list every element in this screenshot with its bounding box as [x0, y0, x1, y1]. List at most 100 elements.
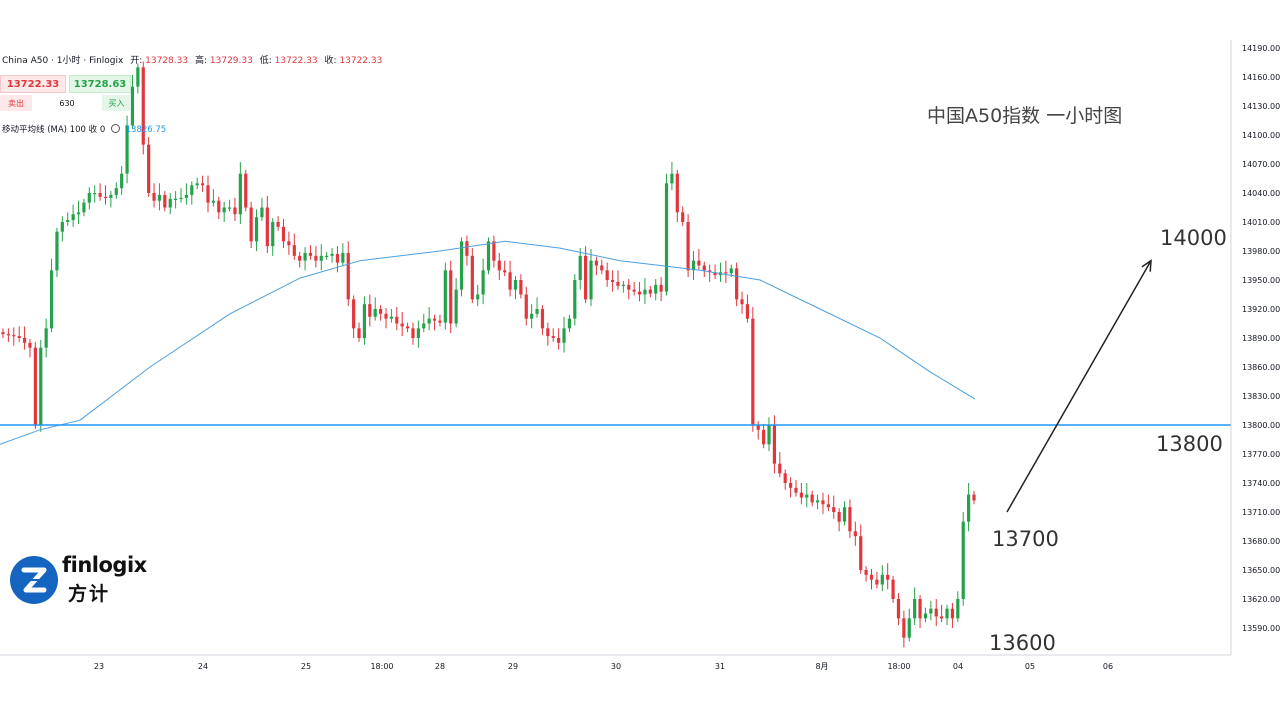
- candle: [524, 286, 528, 326]
- candle: [848, 499, 852, 539]
- candle-body: [546, 328, 550, 337]
- candle-body: [39, 347, 43, 425]
- candle-body: [821, 500, 825, 505]
- candle-body: [600, 265, 604, 271]
- candle-body: [891, 579, 895, 599]
- candle: [341, 243, 345, 267]
- candle-body: [130, 86, 135, 126]
- candle-body: [686, 222, 690, 271]
- x-tick-label: 8月: [815, 662, 828, 671]
- candle: [443, 262, 447, 330]
- candle: [33, 341, 37, 429]
- candle-body: [465, 241, 469, 256]
- candle: [902, 610, 906, 648]
- candle: [211, 189, 215, 207]
- candle-body: [459, 241, 464, 290]
- candle: [438, 314, 442, 327]
- candle-body: [341, 252, 345, 263]
- candle-body: [767, 425, 771, 445]
- candle-body: [287, 241, 291, 246]
- candle-body: [141, 67, 145, 145]
- candle-body: [308, 252, 313, 256]
- candle-body: [260, 207, 264, 218]
- candle: [141, 61, 145, 155]
- logo-icon: [10, 556, 58, 604]
- candle-body: [55, 231, 59, 271]
- candle: [400, 311, 404, 337]
- candle-body: [869, 574, 874, 580]
- candle: [530, 304, 534, 329]
- candle-body: [17, 336, 21, 338]
- candle-body: [567, 318, 572, 329]
- candle-body: [157, 194, 162, 201]
- candle-body: [244, 173, 248, 208]
- eye-icon[interactable]: [110, 124, 120, 133]
- candle-body: [594, 260, 598, 266]
- candle-body: [886, 574, 890, 580]
- candle-body: [697, 260, 701, 266]
- candle-body: [589, 260, 593, 300]
- sell-button[interactable]: 卖出: [0, 95, 32, 111]
- y-tick-label: 13890.00: [1242, 334, 1280, 343]
- candle: [853, 521, 857, 546]
- candle-body: [551, 336, 555, 338]
- candle-body: [249, 207, 253, 242]
- candle-body: [708, 270, 712, 273]
- candle: [492, 235, 496, 268]
- candle-body: [314, 255, 318, 261]
- buy-button[interactable]: 买入: [102, 95, 131, 111]
- candles-layer: [1, 61, 976, 648]
- candle: [783, 469, 787, 490]
- candle-body: [438, 320, 442, 323]
- candle-body: [923, 613, 928, 619]
- candle-body: [503, 270, 507, 273]
- candle-body: [772, 425, 777, 464]
- bid-price-button[interactable]: 13722.33: [0, 75, 66, 93]
- candle: [71, 204, 75, 227]
- candle-body: [815, 500, 820, 503]
- candle-body: [233, 207, 237, 215]
- candle-body: [632, 289, 636, 292]
- candle: [184, 183, 189, 205]
- candle-body: [422, 323, 426, 329]
- candle-body: [880, 574, 884, 585]
- x-tick-label: 18:00: [370, 662, 393, 671]
- candle: [260, 197, 264, 222]
- candle: [664, 173, 669, 296]
- x-tick-label: 28: [435, 662, 445, 671]
- low-value: 13722.33: [274, 56, 318, 66]
- candle: [745, 294, 750, 323]
- candle: [395, 307, 399, 331]
- candle: [114, 182, 118, 199]
- candle: [476, 284, 480, 307]
- candle-body: [147, 144, 151, 193]
- candle: [788, 477, 793, 498]
- y-tick-label: 13950.00: [1242, 276, 1280, 285]
- candle-body: [368, 304, 372, 317]
- candle: [886, 563, 890, 590]
- candle-body: [637, 291, 642, 295]
- candle: [422, 313, 426, 333]
- candle-body: [330, 253, 334, 256]
- candle-body: [395, 316, 399, 324]
- ma-legend[interactable]: 移动平均线 (MA) 100 收 0 13826.75: [2, 123, 166, 135]
- candle: [503, 260, 507, 277]
- candle: [756, 421, 760, 440]
- candle-body: [206, 185, 210, 203]
- y-tick-label: 13920.00: [1242, 305, 1280, 314]
- candle: [578, 248, 582, 290]
- candle-body: [584, 255, 588, 300]
- candle: [249, 201, 253, 249]
- candle: [513, 276, 518, 300]
- candle: [497, 252, 501, 280]
- candle-body: [357, 328, 361, 338]
- candle-body: [405, 326, 410, 329]
- candle-body: [940, 616, 944, 619]
- candle: [934, 599, 938, 627]
- ask-price-button[interactable]: 13728.63: [69, 75, 131, 93]
- candle-body: [762, 429, 766, 445]
- y-tick-label: 14160.00: [1242, 73, 1280, 82]
- spread-value: 630: [59, 98, 75, 108]
- candle: [600, 259, 604, 275]
